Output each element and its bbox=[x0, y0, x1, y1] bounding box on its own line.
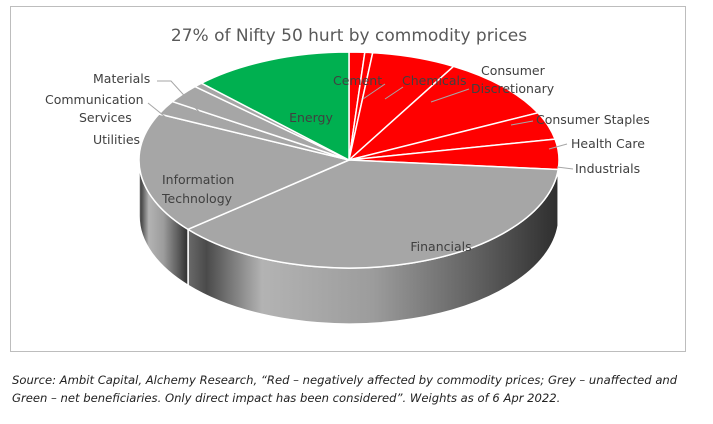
pie-slice-financials bbox=[187, 159, 559, 269]
pie-slice-energy bbox=[200, 51, 350, 161]
slice-label-consumer-discretionary-line2: Discretionary bbox=[471, 81, 555, 96]
slice-label-information-technology-line2: Technology bbox=[161, 191, 233, 206]
leader-line-health-care bbox=[548, 143, 568, 150]
leader-line-industrials bbox=[556, 166, 574, 170]
slice-label-consumer-discretionary-line1: Consumer bbox=[481, 63, 546, 78]
leader-line-utilities bbox=[143, 140, 172, 146]
slice-label-communication-services-line2: Services bbox=[79, 110, 132, 125]
slice-label-energy: Energy bbox=[289, 110, 333, 125]
chart-title: 27% of Nifty 50 hurt by commodity prices bbox=[171, 26, 527, 46]
leader-line-consumer-discretionary bbox=[430, 88, 470, 103]
leader-line-materials bbox=[157, 80, 212, 126]
leader-line-chemicals bbox=[384, 86, 404, 100]
pie-slice-information-technology bbox=[138, 113, 350, 231]
pie-chart: 27% of Nifty 50 hurt by commodity prices… bbox=[45, 26, 650, 325]
source-note: Source: Ambit Capital, Alchemy Research,… bbox=[12, 373, 678, 405]
slice-label-utilities: Utilities bbox=[93, 132, 140, 147]
slice-label-industrials: Industrials bbox=[575, 161, 640, 176]
leader-line-consumer-staples bbox=[510, 120, 534, 126]
slice-label-chemicals: Chemicals bbox=[402, 73, 467, 88]
slice-label-materials: Materials bbox=[93, 71, 150, 86]
slice-label-consumer-staples: Consumer Staples bbox=[536, 112, 650, 127]
slice-label-cement: Cement bbox=[333, 73, 382, 88]
slice-label-health-care: Health Care bbox=[571, 136, 645, 151]
slice-label-communication-services-line1: Communication bbox=[45, 92, 144, 107]
leader-line-communication-services bbox=[147, 102, 190, 137]
chart-frame: 27% of Nifty 50 hurt by commodity prices… bbox=[10, 6, 686, 352]
leader-line-cement bbox=[362, 83, 386, 100]
slice-label-financials: Financials bbox=[410, 239, 471, 254]
slice-label-information-technology-line1: Information bbox=[162, 172, 234, 187]
pie-slice-consumer-staples bbox=[348, 65, 539, 161]
